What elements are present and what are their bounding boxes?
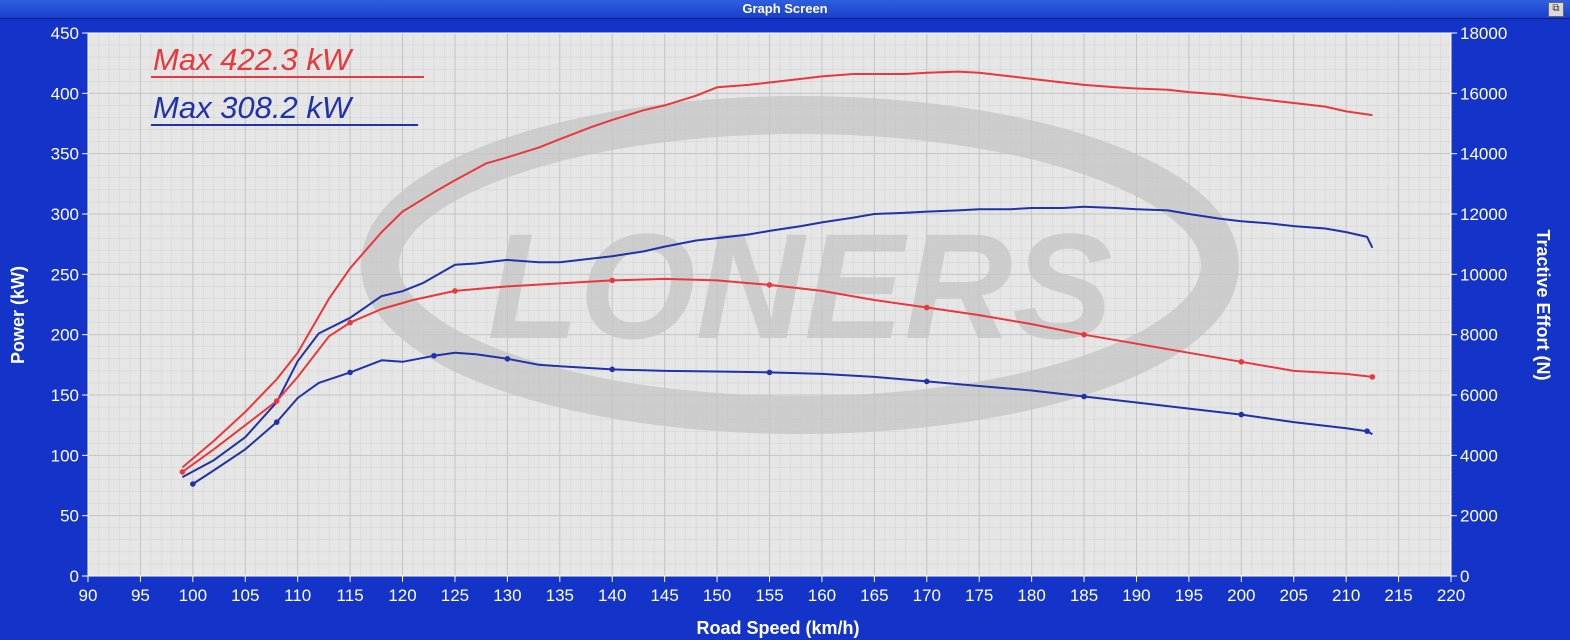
y-tick-label: 400: [51, 84, 79, 103]
x-tick-label: 185: [1070, 586, 1098, 605]
blue-tractive-point: [1081, 393, 1087, 400]
y2-tick-label: 6000: [1460, 386, 1498, 405]
blue-power-line: [181, 205, 1374, 478]
x-tick-label: 125: [441, 586, 469, 605]
red-tractive-line: [181, 277, 1373, 473]
x-tick-label: 95: [131, 586, 150, 605]
x-axis-title: Road Speed (km/h): [696, 618, 859, 638]
y-tick-label: 150: [51, 386, 79, 405]
blue-tractive-point: [431, 352, 437, 359]
x-tick-label: 215: [1384, 586, 1412, 605]
x-tick-label: 200: [1227, 586, 1255, 605]
series-lines: [179, 70, 1376, 487]
watermark-logo: LONERS: [361, 96, 1239, 434]
x-tick-label: 150: [703, 586, 731, 605]
red-tractive-point: [452, 288, 458, 294]
y-tick-label: 300: [51, 205, 79, 224]
red-tractive-point: [766, 282, 773, 288]
y-tick-label: 100: [51, 446, 79, 465]
legend: Max 422.3 kW Max 308.2 kW: [151, 42, 424, 126]
red-tractive-point: [347, 319, 353, 326]
y2-axis-title: Tractive Effort (N): [1533, 229, 1553, 380]
x-tick-label: 170: [913, 586, 941, 605]
y-tick-label: 200: [51, 326, 79, 345]
x-tick-label: 140: [598, 586, 626, 605]
x-tick-label: 90: [79, 586, 98, 605]
legend-label-red: Max 422.3 kW: [153, 42, 354, 77]
x-tick-label: 105: [231, 586, 259, 605]
restore-window-icon[interactable]: ⧉: [1548, 2, 1564, 17]
x-tick-label: 135: [546, 586, 574, 605]
y-axis-title: Power (kW): [8, 266, 28, 364]
y2-tick-label: 2000: [1460, 507, 1498, 526]
window-title: Graph Screen: [742, 1, 828, 16]
window-titlebar: Graph Screen ⧉: [0, 0, 1570, 19]
dyno-chart: LONERS 90 95 100 105 110 115 120 125 130 135 140 14…: [8, 24, 1553, 638]
blue-tractive-point: [1364, 428, 1370, 435]
y-tick-label: 350: [51, 145, 79, 164]
x-tick-label: 195: [1175, 586, 1203, 605]
red-tractive-point: [1369, 374, 1376, 380]
red-power-line: [181, 70, 1373, 469]
y-tick-label: 250: [51, 265, 79, 284]
red-tractive-point: [273, 398, 280, 404]
y2-tick-label: 0: [1460, 567, 1469, 586]
blue-tractive-point: [1238, 411, 1245, 418]
axes: 90 95 100 105 110 115 120 125 130 135 140 145 150 155…: [51, 24, 1508, 605]
red-tractive-point: [1081, 331, 1087, 338]
blue-tractive-point: [273, 419, 280, 425]
x-tick-label: 175: [965, 586, 993, 605]
x-tick-label: 190: [1122, 586, 1150, 605]
y2-tick-label: 14000: [1460, 145, 1507, 164]
x-tick-label: 180: [1017, 586, 1045, 605]
x-tick-label: 220: [1437, 586, 1465, 605]
blue-tractive-point: [923, 378, 930, 385]
x-tick-label: 145: [650, 586, 678, 605]
blue-tractive-point: [190, 481, 196, 487]
x-tick-label: 120: [388, 586, 416, 605]
y2-tick-label: 10000: [1460, 265, 1507, 284]
y2-tick-label: 18000: [1460, 24, 1507, 43]
blue-tractive-point: [347, 369, 353, 376]
x-tick-label: 130: [493, 586, 521, 605]
x-tick-label: 160: [808, 586, 836, 605]
x-tick-label: 205: [1280, 586, 1308, 605]
red-tractive-point: [609, 277, 616, 284]
x-tick-label: 115: [337, 586, 364, 605]
y-tick-label: 50: [60, 507, 79, 526]
x-tick-label: 165: [860, 586, 888, 605]
y2-tick-label: 16000: [1460, 84, 1507, 103]
red-tractive-point: [923, 304, 930, 311]
svg-text:LONERS: LONERS: [487, 202, 1112, 370]
blue-tractive-point: [766, 369, 773, 376]
blue-tractive-point: [609, 366, 616, 373]
red-tractive-point: [1238, 359, 1245, 365]
y2-tick-label: 8000: [1460, 326, 1498, 345]
x-tick-label: 110: [284, 586, 311, 605]
y2-tick-label: 4000: [1460, 446, 1498, 465]
legend-label-blue: Max 308.2 kW: [153, 90, 354, 125]
x-tick-label: 210: [1332, 586, 1360, 605]
blue-tractive-point: [504, 356, 511, 362]
x-tick-label: 155: [755, 586, 783, 605]
y2-tick-label: 12000: [1460, 205, 1507, 224]
x-tick-label: 100: [179, 586, 207, 605]
y-tick-label: 450: [51, 24, 79, 43]
y-tick-label: 0: [70, 567, 79, 586]
red-tractive-point: [179, 469, 186, 475]
blue-tractive-line: [192, 351, 1373, 485]
